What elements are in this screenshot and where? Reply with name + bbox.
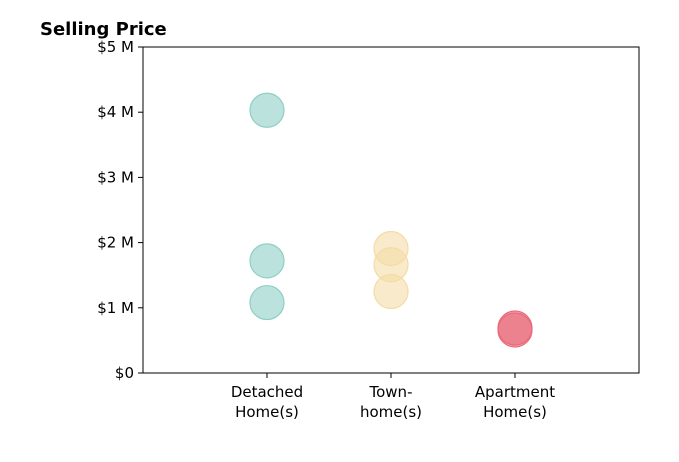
y-tick-label: $1 M <box>97 299 134 317</box>
data-point <box>497 312 533 348</box>
x-tick-label: Detached Home(s) <box>231 383 303 421</box>
y-tick-label: $2 M <box>97 234 134 252</box>
y-tick-label: $4 M <box>97 103 134 121</box>
y-axis: $0 $1 M $2 M $3 M $4 M $5 M <box>97 38 143 382</box>
x-tick-label-line: Town- <box>369 383 413 401</box>
x-tick-label-line: Home(s) <box>235 403 299 421</box>
y-tick-label: $5 M <box>97 38 134 56</box>
x-tick-label-line: home(s) <box>360 403 422 421</box>
x-tick-label-line: Home(s) <box>483 403 547 421</box>
data-points <box>249 92 533 348</box>
data-point <box>249 243 285 279</box>
x-tick-label-line: Detached <box>231 383 303 401</box>
x-tick-label: Apartment Home(s) <box>475 383 555 421</box>
data-point <box>249 284 285 321</box>
plot-frame <box>142 46 640 374</box>
chart-title: Selling Price <box>40 19 167 40</box>
x-tick-label: Town-home(s) <box>360 383 422 421</box>
x-tick-label-line: Apartment <box>475 383 555 401</box>
x-axis: Detached Home(s) Town-home(s) Apartment Home… <box>231 373 555 421</box>
data-point <box>249 92 285 128</box>
y-tick-label: $0 <box>115 364 134 382</box>
y-tick-label: $3 M <box>97 168 134 186</box>
data-point <box>373 273 409 310</box>
